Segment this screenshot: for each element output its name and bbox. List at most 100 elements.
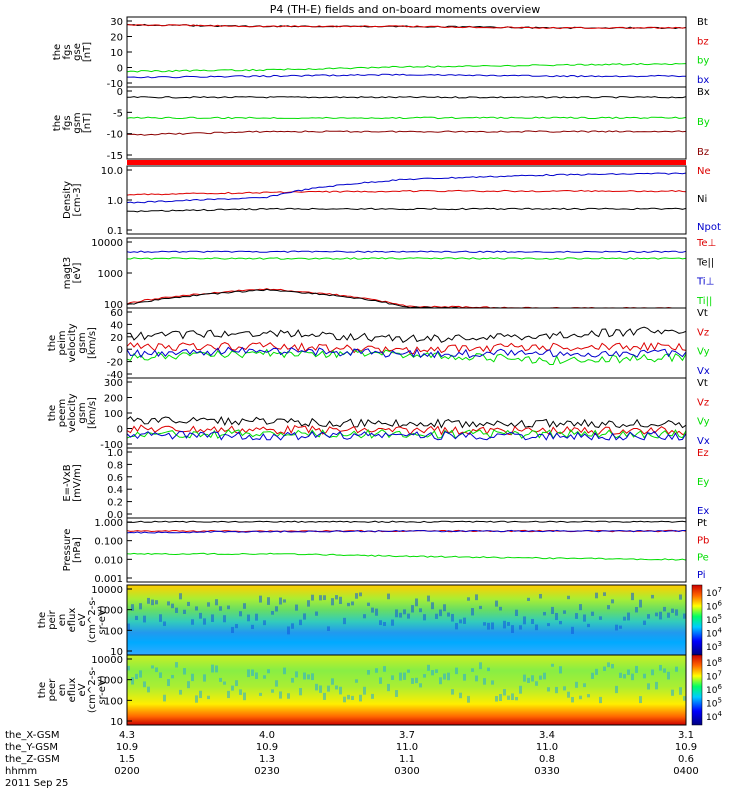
spectrogram-cell	[471, 668, 474, 672]
spectrogram-cell	[203, 674, 206, 682]
spectrogram-cell	[419, 608, 422, 613]
x-tick-value: 3.4	[539, 730, 555, 741]
spectrogram-cell	[331, 598, 334, 606]
spectrogram	[127, 655, 686, 725]
spectrogram-cell	[431, 602, 434, 610]
x-tick-value: 3.7	[399, 730, 415, 741]
spectrogram-cell	[607, 605, 610, 610]
series-line-bx	[127, 73, 687, 79]
x-tick-value: 0300	[394, 766, 419, 777]
spectrogram-cell	[647, 614, 650, 619]
spectrogram-cell	[411, 678, 414, 684]
series-line-pt	[126, 520, 687, 523]
spectrogram-cell	[623, 674, 626, 679]
spectrogram-cell	[487, 667, 490, 672]
colorbar-label: 105	[706, 697, 722, 710]
spectrogram-cell	[347, 694, 350, 700]
y-tick-label: -10	[107, 130, 123, 141]
spectrogram-cell	[367, 669, 370, 675]
y-tick-label: 10	[110, 717, 123, 728]
spectrogram-cell	[199, 690, 202, 699]
spectrogram-cell	[507, 695, 510, 700]
spectrogram-cell	[547, 623, 550, 627]
legend-label: Vx	[697, 436, 710, 447]
spectrogram-cell	[471, 608, 474, 616]
spectrogram-cell	[451, 613, 454, 622]
y-tick-label: 100	[104, 300, 123, 311]
spectrogram-cell	[323, 595, 326, 601]
figure-title: P4 (TH-E) fields and on-board moments ov…	[270, 3, 541, 16]
spectrogram-cell	[571, 696, 574, 703]
spectrogram-cell	[183, 609, 186, 614]
legend-label: Vy	[697, 347, 710, 358]
series-line-ni	[126, 207, 687, 213]
spectrogram-cell	[579, 604, 582, 611]
legend-label: Bt	[697, 17, 708, 28]
spectrogram-cell	[207, 602, 210, 607]
x-tick-value: 0400	[673, 766, 698, 777]
spectrogram-cell	[611, 663, 614, 669]
spectrogram-cell	[367, 602, 370, 607]
spectrogram-cell	[215, 665, 218, 673]
series-line-bz	[126, 130, 687, 136]
series-line-pi	[126, 529, 686, 534]
spectrogram-cell	[531, 675, 534, 682]
spectrogram-cell	[163, 621, 166, 626]
y-tick-label: 1000	[98, 676, 123, 687]
spectrogram-cell	[239, 689, 242, 695]
spectrogram-cell	[575, 613, 578, 619]
y-tick-label: 200	[104, 394, 123, 405]
spectrogram-cell	[415, 598, 418, 607]
mode-bar	[127, 160, 686, 165]
spectrogram-cell	[159, 672, 162, 678]
x-tick-value: 0330	[534, 766, 559, 777]
x-axis-date: 2011 Sep 25	[5, 778, 68, 789]
spectrogram-cell	[587, 694, 590, 698]
spectrogram-cell	[503, 620, 506, 629]
spectrogram-cell	[675, 666, 678, 672]
spectrogram-cell	[259, 692, 262, 696]
spectrogram-cell	[147, 686, 150, 693]
spectrogram-cell	[295, 604, 298, 611]
spectrogram-cell	[639, 696, 642, 704]
series-line-bx	[126, 96, 687, 99]
y-axis-label: thefgsgsm[nT]	[52, 112, 93, 133]
spectrogram-cell	[535, 624, 538, 631]
spectrogram-cell	[655, 681, 658, 690]
spectrogram-cell	[247, 614, 250, 622]
spectrogram-cell	[263, 620, 266, 626]
spectrogram-cell	[539, 675, 542, 680]
y-tick-label: 10	[110, 647, 123, 658]
spectrogram-cell	[291, 623, 294, 629]
spectrogram-cell	[267, 597, 270, 605]
spectrogram-cell	[311, 673, 314, 681]
spectrogram-cell	[255, 613, 258, 621]
spectrogram-cell	[459, 692, 462, 699]
spectrogram-cell	[539, 593, 542, 599]
spectrogram-cell	[359, 694, 362, 702]
spectrogram-cell	[263, 675, 266, 679]
spectrogram-cell	[195, 695, 198, 703]
spectrogram-cell	[159, 614, 162, 622]
x-tick-value: 4.0	[259, 730, 275, 741]
spectrogram-cell	[203, 618, 206, 625]
x-row-label: hhmm	[5, 766, 37, 777]
spectrogram-cell	[495, 600, 498, 607]
y-tick-label: 10000	[91, 655, 123, 666]
y-axis-label: magt3[eV]	[62, 257, 83, 290]
spectrogram-cell	[251, 669, 254, 676]
spectrogram-cell	[591, 611, 594, 616]
spectrogram-cell	[571, 626, 574, 634]
y-axis-label: Density[cm-3]	[62, 181, 83, 219]
spectrogram-cell	[375, 608, 378, 616]
spectrogram-cell	[671, 608, 674, 613]
panel-3: 10.0 1.0 0.1 Density[cm-3] Ne Ni Npot	[62, 165, 721, 237]
y-tick-label: -40	[107, 370, 123, 381]
series-line-ti⊥	[126, 250, 687, 253]
spectrogram-cell	[151, 599, 154, 606]
spectrogram-cell	[439, 609, 442, 617]
x-tick-value: 0.6	[678, 754, 694, 765]
spectrogram-cell	[315, 683, 318, 691]
